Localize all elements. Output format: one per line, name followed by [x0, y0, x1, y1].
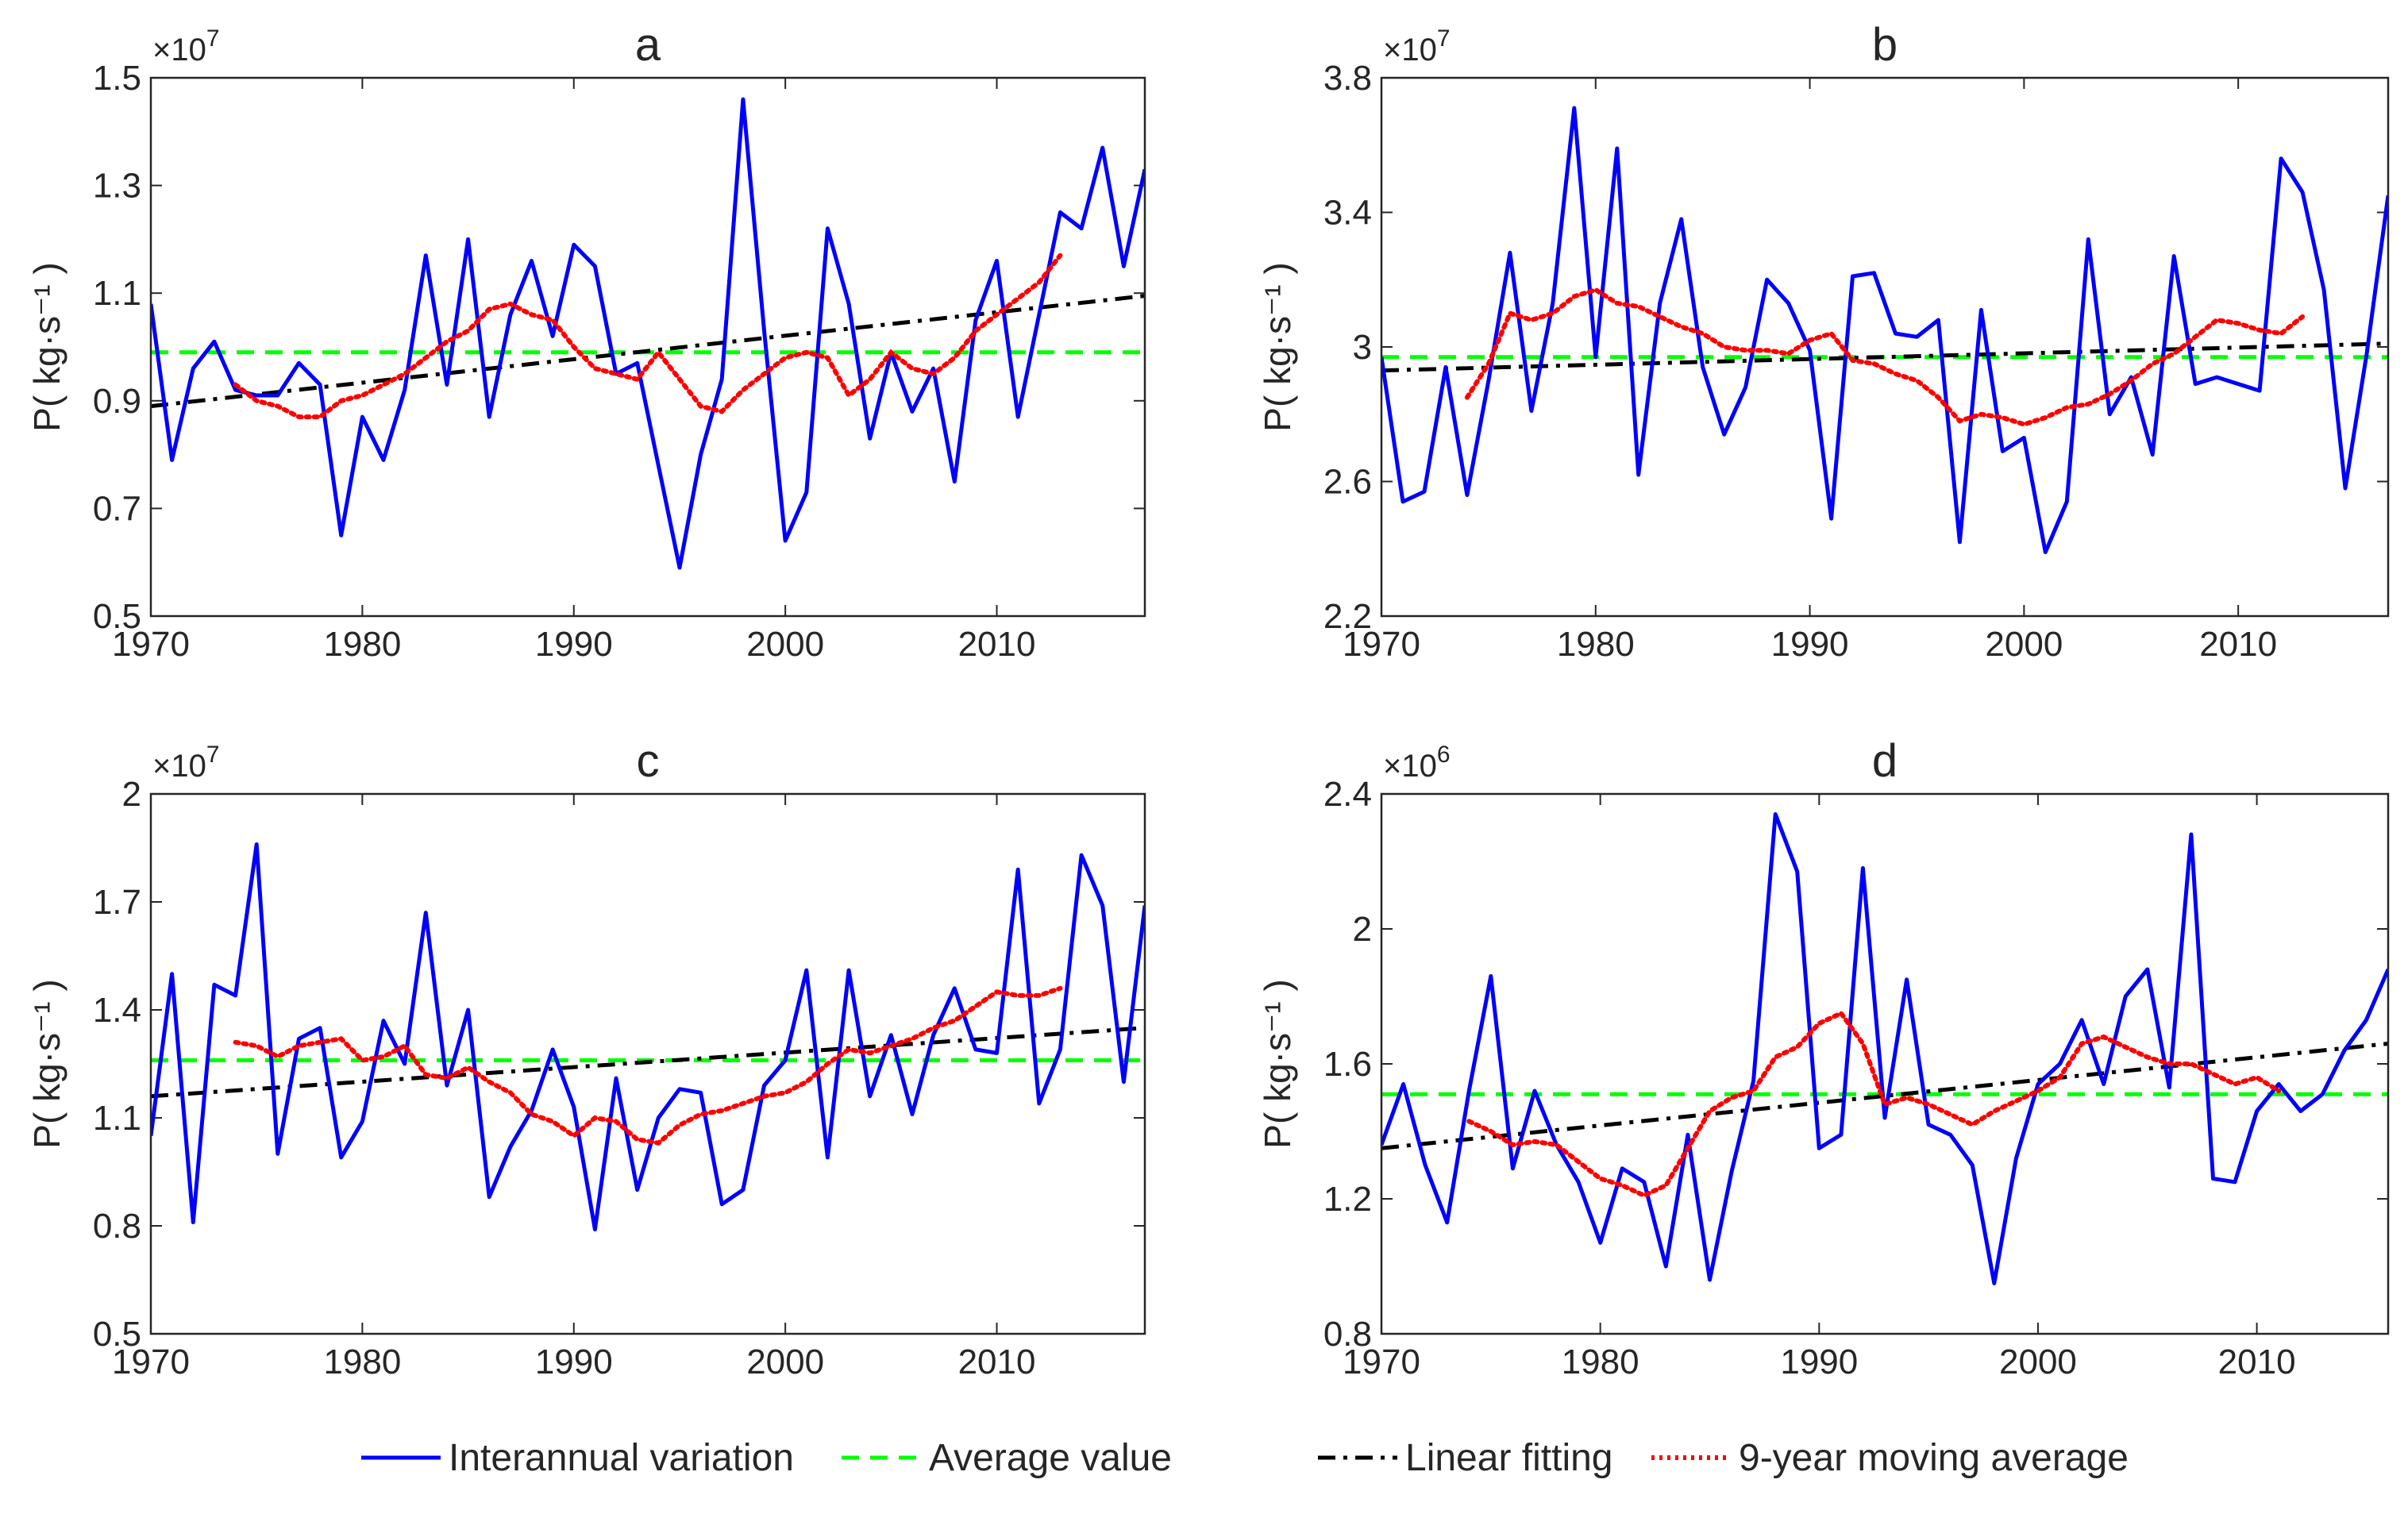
exponent-power: 7 [1437, 25, 1451, 52]
x-tick-label: 2000 [1985, 625, 2063, 664]
x-tick-label: 2010 [2218, 1343, 2296, 1381]
x-tick-label: 1990 [1780, 1343, 1858, 1381]
y-tick-label: 0.5 [93, 597, 141, 636]
panel-title: c [637, 735, 660, 787]
y-tick-label: 3 [1353, 328, 1372, 367]
interannual-variation-line [1381, 812, 2388, 1285]
interannual-variation-line [1381, 106, 2388, 554]
panel-title: d [1872, 735, 1898, 787]
panel-title: b [1872, 19, 1898, 71]
legend-label: 9-year moving average [1739, 1437, 2129, 1479]
y-tick-label: 1.4 [93, 991, 141, 1030]
moving-average-line [1464, 287, 2306, 427]
x-tick-label: 2000 [746, 1343, 824, 1381]
x-tick-label: 1970 [112, 625, 190, 664]
x-tick-label: 1990 [1771, 625, 1849, 664]
exponent-base: ×10 [1383, 749, 1437, 784]
y-tick-label: 0.9 [93, 382, 141, 421]
x-tick-label: 1970 [1343, 1343, 1420, 1381]
y-tick-label: 1.6 [1323, 1045, 1372, 1084]
x-tick-label: 2010 [958, 1343, 1036, 1381]
y-axis-label: P( kg·s⁻¹ ) [26, 979, 67, 1148]
x-tick-label: 2000 [1999, 1343, 2077, 1381]
exponent-base: ×10 [152, 749, 206, 784]
interannual-variation-line [151, 97, 1145, 570]
plot-area [151, 97, 1145, 570]
y-tick-label: 1.3 [93, 167, 141, 206]
y-tick-label: 1.7 [93, 883, 141, 922]
panel-title: a [635, 19, 661, 71]
x-tick-label: 2010 [2199, 625, 2277, 664]
exponent-base: ×10 [152, 33, 206, 67]
y-tick-label: 2 [122, 775, 141, 814]
legend: Interannual variation Average value Linear… [361, 1437, 2129, 1479]
x-tick-label: 1980 [323, 625, 401, 664]
legend-item-moving: 9-year moving average [1651, 1437, 2129, 1479]
panel-a: a ×107 P( kg·s⁻¹ ) 0.5 0.7 0.9 1.1 1.3 1.5 1970 19… [26, 19, 1146, 664]
plot-area [151, 842, 1145, 1231]
panel-c: c ×107 P( kg·s⁻¹ ) 0.5 0.8 1.1 1.4 1.7 2 1970 1980… [26, 735, 1146, 1381]
x-tick-label: 2010 [958, 625, 1036, 664]
y-tick-label: 2.2 [1323, 597, 1372, 636]
interannual-variation-line [151, 842, 1145, 1231]
y-tick-label: 1.2 [1323, 1180, 1372, 1219]
axes-frame [1380, 76, 2390, 618]
y-tick-label: 1.5 [93, 59, 141, 98]
exponent-power: 7 [206, 25, 220, 52]
exponent-base: ×10 [1383, 33, 1437, 67]
axes-frame [149, 792, 1146, 1335]
legend-item-average: Average value [842, 1437, 1172, 1479]
x-tick-label: 1970 [112, 1343, 190, 1381]
axis-exponent: ×107 [1383, 25, 1451, 67]
x-tick-label: 1990 [535, 1343, 613, 1381]
axis-exponent: ×107 [152, 25, 220, 67]
y-tick-label: 2.6 [1323, 463, 1372, 502]
plot-area [1381, 812, 2388, 1285]
y-axis-label: P( kg·s⁻¹ ) [26, 262, 67, 431]
y-axis-label: P( kg·s⁻¹ ) [1257, 262, 1298, 431]
moving-average-line [1466, 1010, 2282, 1199]
linear-fitting-line [151, 1026, 1145, 1099]
exponent-power: 6 [1437, 742, 1451, 768]
y-tick-label: 2 [1353, 910, 1372, 949]
axes-frame [149, 76, 1146, 618]
x-tick-label: 1990 [535, 625, 613, 664]
axes-frame [1380, 792, 2390, 1335]
legend-item-linear: Linear fitting [1318, 1437, 1613, 1479]
y-tick-label: 1.1 [93, 1099, 141, 1138]
axis-exponent: ×107 [152, 742, 220, 784]
legend-item-interannual: Interannual variation [361, 1437, 794, 1479]
y-tick-label: 0.8 [1323, 1315, 1372, 1354]
plot-area [1381, 106, 2388, 554]
y-tick-label: 1.1 [93, 274, 141, 313]
legend-label: Average value [929, 1437, 1172, 1479]
y-tick-label: 2.4 [1323, 775, 1372, 814]
x-tick-label: 1980 [323, 1343, 401, 1381]
axis-exponent: ×106 [1383, 742, 1451, 784]
y-tick-label: 0.5 [93, 1315, 141, 1354]
y-tick-label: 0.8 [93, 1207, 141, 1246]
x-tick-label: 2000 [746, 625, 824, 664]
moving-average-line [233, 985, 1063, 1146]
x-tick-label: 1980 [1557, 625, 1635, 664]
exponent-power: 7 [206, 742, 220, 768]
y-axis-label: P( kg·s⁻¹ ) [1257, 979, 1298, 1148]
y-tick-label: 0.7 [93, 489, 141, 528]
panel-b: b ×107 P( kg·s⁻¹ ) 2.2 2.6 3 3.4 3.8 1970 1980 199… [1257, 19, 2390, 664]
panel-d: d ×106 P( kg·s⁻¹ ) 0.8 1.2 1.6 2 2.4 1970 1980 199… [1257, 735, 2390, 1381]
y-tick-label: 3.8 [1323, 59, 1372, 98]
legend-label: Interannual variation [449, 1437, 794, 1479]
x-tick-label: 1970 [1343, 625, 1420, 664]
x-tick-label: 1980 [1562, 1343, 1639, 1381]
moving-average-line [233, 252, 1063, 420]
y-tick-label: 3.4 [1323, 194, 1372, 233]
legend-label: Linear fitting [1405, 1437, 1613, 1479]
